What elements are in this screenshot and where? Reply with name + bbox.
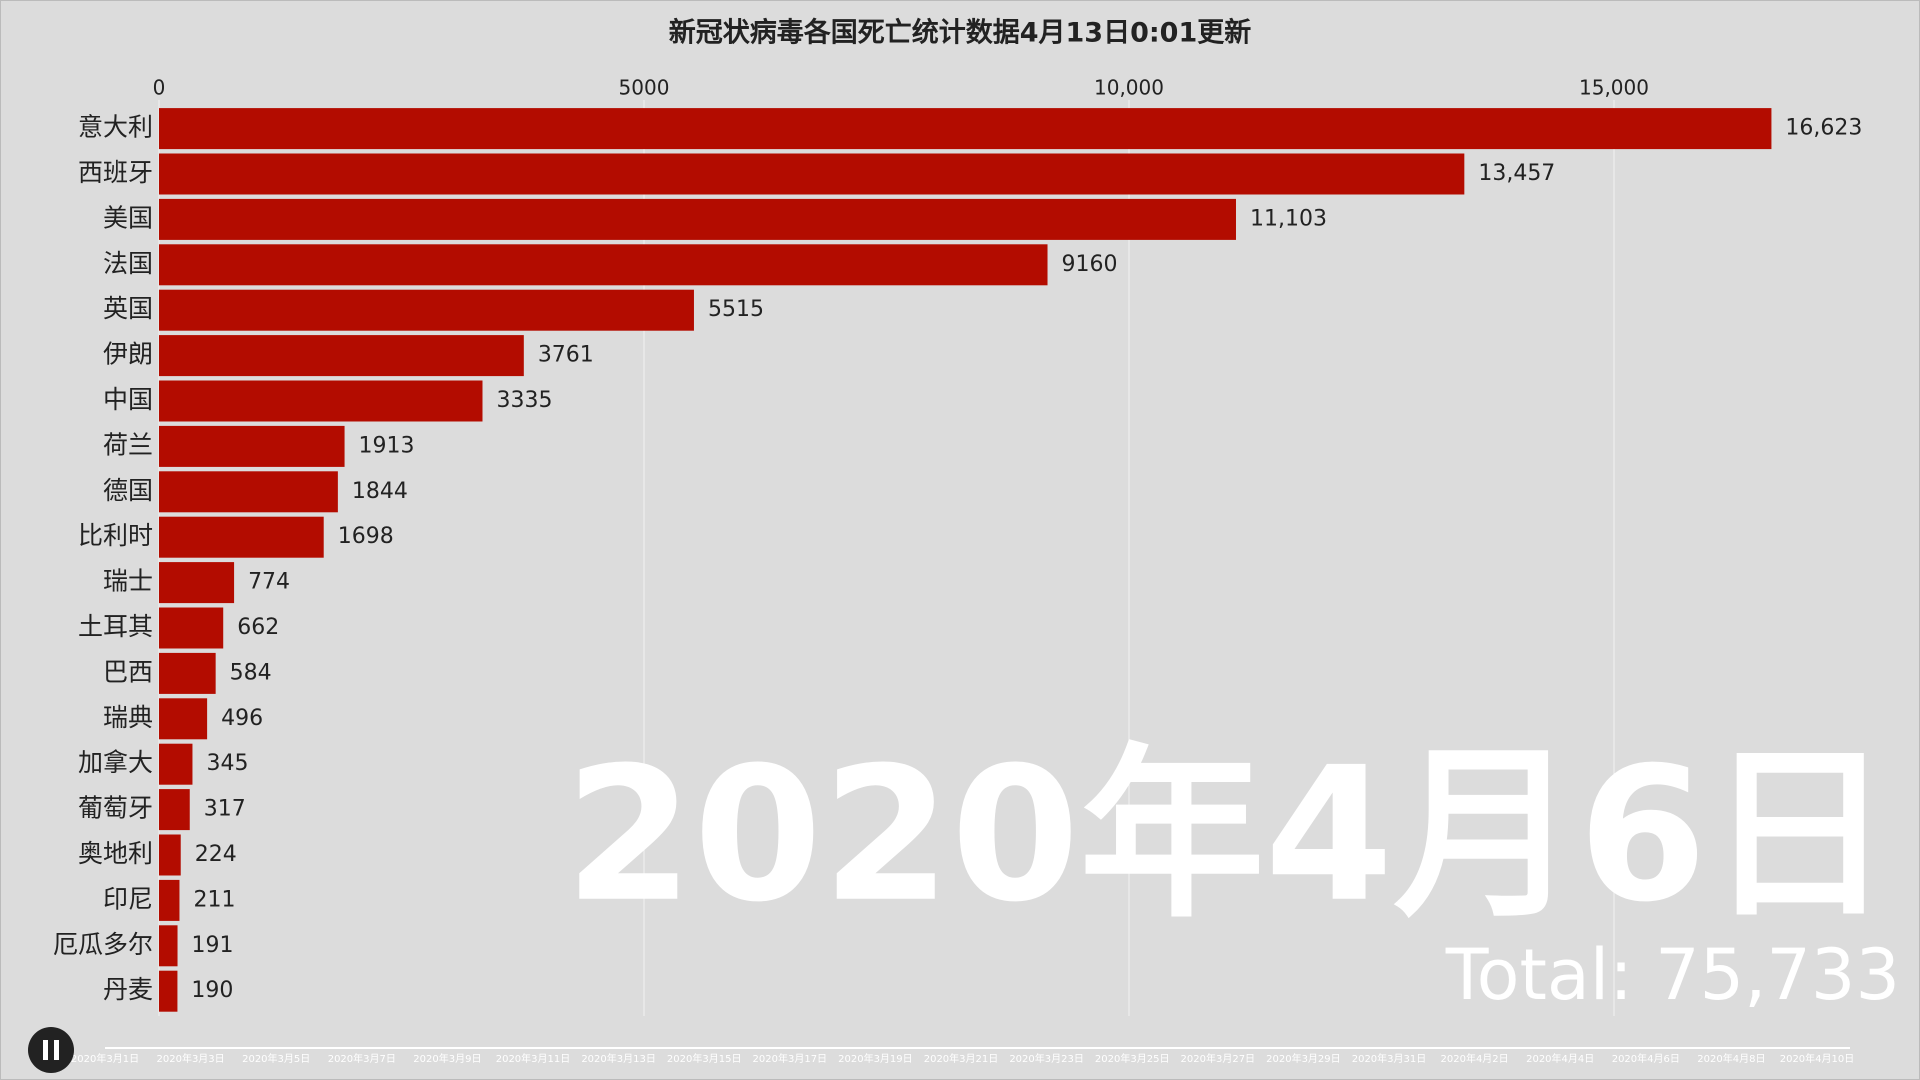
timeline-label: 2020年3月25日 bbox=[1095, 1052, 1170, 1065]
bar bbox=[159, 153, 1465, 195]
value-label: 211 bbox=[193, 887, 235, 912]
timeline-label: 2020年4月10日 bbox=[1780, 1052, 1855, 1065]
timeline-label: 2020年3月31日 bbox=[1352, 1052, 1427, 1065]
category-label: 意大利 bbox=[78, 113, 153, 142]
timeline-label: 2020年3月27日 bbox=[1181, 1052, 1256, 1065]
category-label: 土耳其 bbox=[78, 612, 153, 641]
bar bbox=[159, 970, 178, 1012]
value-label: 9160 bbox=[1062, 252, 1118, 277]
bar bbox=[159, 425, 345, 467]
category-label: 德国 bbox=[103, 476, 153, 505]
category-label: 丹麦 bbox=[103, 975, 153, 1004]
timeline-label: 2020年3月5日 bbox=[242, 1052, 310, 1065]
value-label: 13,457 bbox=[1478, 161, 1555, 186]
category-label: 西班牙 bbox=[78, 158, 153, 187]
bar bbox=[159, 834, 181, 876]
timeline-label: 2020年3月3日 bbox=[157, 1052, 225, 1065]
x-tick-label: 10,000 bbox=[1094, 76, 1164, 100]
timeline-label: 2020年3月9日 bbox=[413, 1052, 481, 1065]
timeline-label: 2020年3月7日 bbox=[328, 1052, 396, 1065]
category-label: 中国 bbox=[103, 385, 153, 414]
value-label: 16,623 bbox=[1785, 116, 1862, 141]
category-label: 比利时 bbox=[78, 521, 153, 550]
value-label: 496 bbox=[221, 706, 263, 731]
value-label: 5515 bbox=[708, 297, 764, 322]
total-label: Total: 75,733 bbox=[1445, 934, 1900, 1016]
bar bbox=[159, 879, 180, 921]
category-label: 荷兰 bbox=[103, 430, 153, 459]
bar bbox=[159, 244, 1048, 286]
value-label: 224 bbox=[195, 842, 237, 867]
category-label: 瑞典 bbox=[103, 703, 153, 732]
bar bbox=[159, 698, 208, 740]
category-label: 法国 bbox=[103, 249, 153, 278]
date-label: 2020年4月6日 bbox=[565, 727, 1892, 943]
timeline-label: 2020年4月6日 bbox=[1612, 1052, 1680, 1065]
bar bbox=[159, 652, 216, 694]
category-label: 瑞士 bbox=[103, 567, 153, 596]
category-label: 美国 bbox=[103, 203, 153, 232]
bar bbox=[159, 108, 1772, 150]
timeline-label: 2020年3月29日 bbox=[1266, 1052, 1341, 1065]
timeline-label: 2020年3月11日 bbox=[496, 1052, 571, 1065]
bar bbox=[159, 289, 694, 331]
bar bbox=[159, 562, 235, 604]
value-label: 3761 bbox=[538, 343, 594, 368]
timeline-label: 2020年3月17日 bbox=[753, 1052, 828, 1065]
bar bbox=[159, 789, 190, 831]
value-label: 774 bbox=[248, 570, 290, 595]
x-tick-label: 15,000 bbox=[1579, 76, 1649, 100]
timeline-label: 2020年3月15日 bbox=[667, 1052, 742, 1065]
bar bbox=[159, 607, 224, 649]
value-label: 190 bbox=[191, 978, 233, 1003]
value-label: 191 bbox=[192, 933, 234, 958]
bar bbox=[159, 743, 193, 785]
value-label: 1698 bbox=[338, 524, 394, 549]
bar bbox=[159, 471, 338, 513]
bars: 意大利 16,623 西班牙 13,457 美国 11,103 法国 9160 英国 5515 伊朗… bbox=[53, 108, 1862, 1012]
x-tick-label: 5000 bbox=[619, 76, 670, 100]
timeline-label: 2020年3月21日 bbox=[924, 1052, 999, 1065]
value-label: 1844 bbox=[352, 479, 408, 504]
bar bbox=[159, 198, 1236, 240]
value-label: 11,103 bbox=[1250, 206, 1327, 231]
timeline-label: 2020年3月23日 bbox=[1009, 1052, 1084, 1065]
timeline-label: 2020年3月19日 bbox=[838, 1052, 913, 1065]
category-label: 奥地利 bbox=[78, 839, 153, 868]
category-label: 巴西 bbox=[103, 657, 153, 686]
chart-title: 新冠状病毒各国死亡统计数据4月13日0:01更新 bbox=[669, 17, 1252, 49]
x-tick-label: 0 bbox=[153, 76, 166, 100]
timeline-label: 2020年4月2日 bbox=[1441, 1052, 1509, 1065]
category-label: 加拿大 bbox=[78, 748, 153, 777]
value-label: 1913 bbox=[359, 433, 415, 458]
value-label: 317 bbox=[204, 797, 246, 822]
timeline-label: 2020年3月1日 bbox=[71, 1052, 139, 1065]
bar bbox=[159, 925, 178, 967]
timeline-label: 2020年4月4日 bbox=[1526, 1052, 1594, 1065]
value-label: 662 bbox=[237, 615, 279, 640]
bar bbox=[159, 516, 324, 558]
value-label: 584 bbox=[230, 660, 272, 685]
play-button[interactable] bbox=[28, 1027, 74, 1073]
category-label: 伊朗 bbox=[103, 340, 153, 369]
timeline-label: 2020年3月13日 bbox=[581, 1052, 656, 1065]
value-label: 3335 bbox=[496, 388, 552, 413]
category-label: 葡萄牙 bbox=[78, 794, 153, 823]
bar bbox=[159, 380, 483, 422]
value-label: 345 bbox=[206, 751, 248, 776]
timeline: 2020年3月1日 2020年3月3日 2020年3月5日 2020年3月7日 2020… bbox=[71, 1052, 1854, 1065]
category-label: 厄瓜多尔 bbox=[53, 930, 153, 959]
timeline-label: 2020年4月8日 bbox=[1697, 1052, 1765, 1065]
bar bbox=[159, 335, 524, 377]
category-label: 英国 bbox=[103, 294, 153, 323]
category-label: 印尼 bbox=[103, 884, 153, 913]
